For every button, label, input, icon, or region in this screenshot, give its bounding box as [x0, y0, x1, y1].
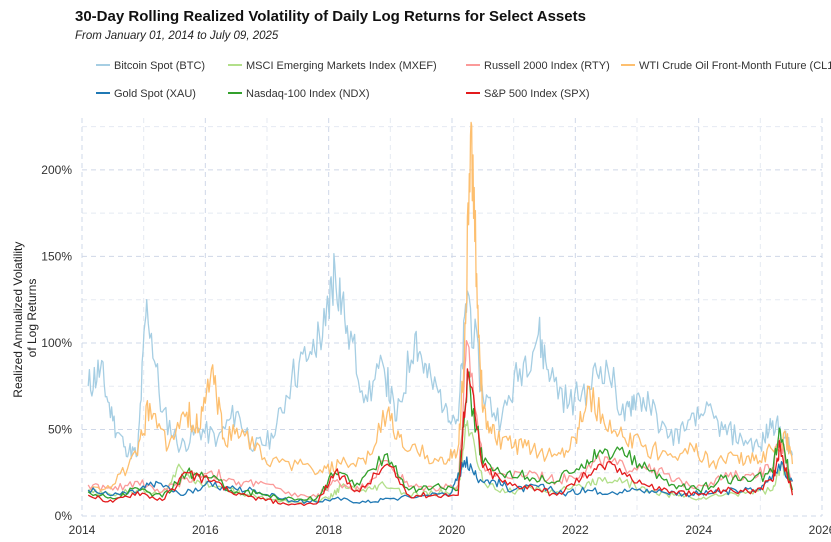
series-line-2: [87, 340, 793, 498]
series-line-3: [87, 121, 794, 493]
legend-label: S&P 500 Index (SPX): [484, 88, 590, 100]
x-axis: 2014 2016 2018 2020 2022 2024 2026: [69, 523, 831, 537]
series-line-6: [87, 368, 794, 507]
legend-label: Nasdaq-100 Index (NDX): [246, 88, 370, 100]
chart-subtitle: From January 01, 2014 to July 09, 2025: [75, 30, 279, 42]
x-tick-label: 2014: [69, 523, 96, 537]
y-axis-title-line-2: of Log Returns: [25, 279, 39, 358]
legend-label: Gold Spot (XAU): [114, 88, 196, 100]
y-tick-label: 200%: [41, 163, 72, 177]
grid-lines: [81, 118, 823, 517]
y-tick-label: 0%: [55, 509, 73, 523]
series-line-4: [87, 456, 793, 504]
x-tick-label: 2020: [439, 523, 466, 537]
y-tick-label: 100%: [41, 336, 72, 350]
x-tick-label: 2018: [315, 523, 342, 537]
chart-legend: Bitcoin Spot (BTC) MSCI Emerging Markets …: [96, 60, 831, 100]
x-tick-label: 2024: [685, 523, 712, 537]
chart-title: 30-Day Rolling Realized Volatility of Da…: [75, 8, 586, 25]
series-line-0: [87, 253, 794, 460]
x-tick-label: 2026: [809, 523, 831, 537]
series-layer: [87, 121, 794, 507]
legend-label: WTI Crude Oil Front-Month Future (CL1): [639, 60, 831, 72]
y-tick-label: 150%: [41, 249, 72, 263]
y-axis: 0% 50% 100% 150% 200%: [41, 163, 72, 523]
x-tick-label: 2022: [562, 523, 589, 537]
y-axis-title-line-1: Realized Annualized Volatility: [11, 242, 25, 398]
legend-label: MSCI Emerging Markets Index (MXEF): [246, 60, 437, 72]
y-tick-label: 50%: [48, 422, 72, 436]
legend-label: Bitcoin Spot (BTC): [114, 60, 205, 72]
legend-label: Russell 2000 Index (RTY): [484, 60, 610, 72]
x-tick-label: 2016: [192, 523, 219, 537]
y-axis-title: Realized Annualized Volatility of Log Re…: [11, 238, 39, 397]
